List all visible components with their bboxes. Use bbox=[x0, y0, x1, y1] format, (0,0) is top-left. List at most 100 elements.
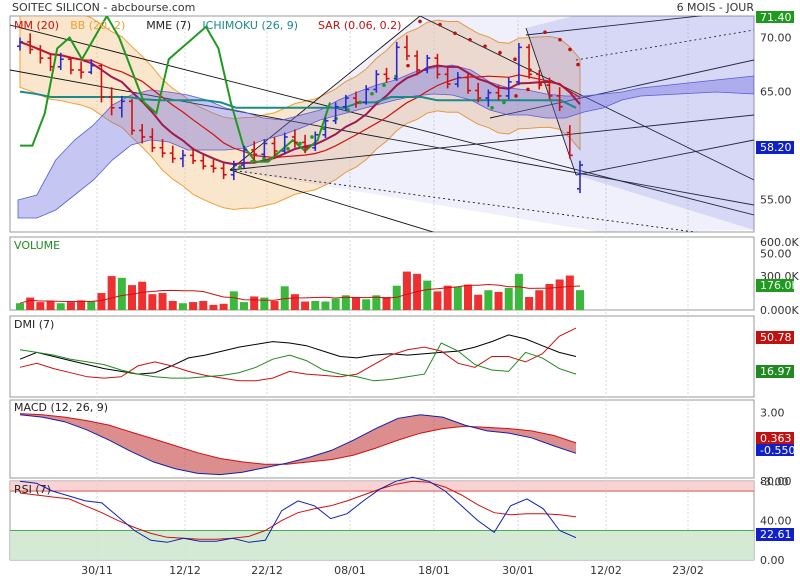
price-bar bbox=[485, 89, 492, 107]
price-bar bbox=[322, 117, 329, 139]
pitchfork-fill bbox=[230, 16, 754, 232]
pitchfork-dotted-line bbox=[575, 29, 754, 61]
sar-dot bbox=[453, 31, 457, 36]
pitchfork-line bbox=[229, 114, 754, 171]
price-bar bbox=[37, 45, 44, 64]
volume-bar bbox=[178, 303, 187, 310]
price-bar bbox=[383, 67, 390, 83]
dmi-red-value: 50.78 bbox=[760, 331, 792, 344]
price-bar bbox=[505, 77, 512, 100]
volume-bar bbox=[362, 299, 371, 310]
chart-symbol-title: SOITEC SILICON - abcbourse.com bbox=[12, 1, 195, 14]
x-tick-label: 30/11 bbox=[81, 564, 113, 577]
price-bar bbox=[159, 139, 166, 158]
volume-bar bbox=[433, 291, 442, 310]
macd-blue-value: -0.550 bbox=[760, 444, 795, 457]
price-bar bbox=[515, 43, 522, 86]
sar-dot bbox=[406, 63, 410, 68]
price-tick-label: 65.00 bbox=[760, 86, 792, 99]
legend-entry: BB (20, 2) bbox=[70, 19, 125, 32]
price-bar bbox=[190, 147, 197, 164]
price-bar bbox=[57, 52, 64, 70]
volume-bar bbox=[464, 284, 472, 310]
sar-dot bbox=[346, 108, 350, 112]
price-bar bbox=[302, 134, 309, 154]
pitchfork-dotted-line bbox=[229, 169, 698, 232]
price-bar bbox=[546, 77, 553, 100]
volume-bar bbox=[189, 302, 198, 310]
price-top-badge bbox=[756, 11, 794, 23]
dmi-minus-line bbox=[19, 342, 577, 382]
ichimoku-chikou-line bbox=[20, 16, 331, 163]
legend-entry: MM (20) bbox=[14, 19, 59, 32]
price-bar bbox=[373, 70, 380, 93]
price-bar bbox=[291, 129, 298, 148]
indicator-lines bbox=[19, 16, 581, 166]
x-tick-label: 12/12 bbox=[169, 564, 201, 577]
volume-bar bbox=[229, 291, 238, 310]
dmi-green-value: 16.97 bbox=[760, 365, 792, 378]
price-bar bbox=[129, 99, 135, 135]
price-bar bbox=[403, 35, 410, 61]
x-axis-labels: 30/11 12/12 22/12 08/01 18/01 30/01 12/02 23/02 bbox=[81, 564, 704, 577]
volume-bar bbox=[494, 291, 503, 310]
x-tick-label: 22/12 bbox=[251, 564, 283, 577]
sar-dot bbox=[438, 22, 442, 27]
volume-tick-label: 0.000K bbox=[760, 304, 799, 317]
volume-bar bbox=[209, 304, 218, 310]
macd-panel-label: MACD (12, 26, 9) bbox=[14, 401, 108, 414]
volume-bar bbox=[453, 286, 462, 310]
andrews-pitchfork-lines bbox=[10, 16, 754, 232]
volume-bar bbox=[219, 303, 228, 310]
pitchfork-line bbox=[229, 169, 435, 232]
price-bar bbox=[414, 50, 421, 76]
price-bar bbox=[179, 149, 186, 168]
price-bar bbox=[169, 145, 176, 163]
price-bar bbox=[566, 125, 573, 159]
price-last-badge bbox=[756, 141, 794, 154]
sar-dot bbox=[514, 94, 518, 98]
sar-dot bbox=[382, 83, 386, 87]
macd-tick-label: -3.00 bbox=[760, 476, 788, 489]
price-bar bbox=[444, 67, 451, 89]
volume-bar bbox=[107, 276, 116, 310]
price-bar bbox=[251, 141, 258, 161]
price-bar bbox=[363, 85, 370, 105]
volume-bar bbox=[77, 300, 86, 310]
volume-bar bbox=[66, 302, 75, 310]
pitchfork-fill bbox=[526, 16, 754, 230]
price-bar bbox=[200, 154, 207, 170]
macd-red-value: 0.363 bbox=[760, 432, 792, 445]
price-bar bbox=[393, 41, 400, 81]
volume-bar bbox=[352, 297, 360, 310]
rsi-tick-label: 80.00 bbox=[760, 475, 792, 488]
sar-dot bbox=[576, 62, 580, 67]
volume-bar bbox=[555, 279, 564, 310]
rsi-last-badge bbox=[756, 528, 794, 541]
pitchfork-line bbox=[489, 59, 754, 119]
rsi-oversold-zone bbox=[10, 530, 754, 560]
price-bar bbox=[434, 53, 441, 79]
volume-bar bbox=[402, 271, 411, 310]
sar-dot bbox=[498, 50, 502, 55]
price-bar bbox=[210, 159, 217, 173]
volume-bar bbox=[484, 290, 493, 310]
volume-bar bbox=[423, 280, 432, 310]
macd-red-badge bbox=[756, 432, 794, 444]
price-bar bbox=[353, 91, 359, 108]
price-bar bbox=[241, 145, 247, 169]
dmi-panel-label: DMI (7) bbox=[14, 318, 54, 331]
legend-entry: SAR (0.06, 0.2) bbox=[318, 19, 401, 32]
dmi-plus-line bbox=[19, 327, 577, 382]
volume-bar bbox=[576, 290, 584, 310]
volume-bar bbox=[56, 303, 65, 310]
sar-dot bbox=[238, 165, 242, 169]
x-tick-label: 30/01 bbox=[502, 564, 534, 577]
volume-bar bbox=[148, 294, 157, 310]
volume-bar bbox=[168, 300, 177, 310]
legend-entry: ICHIMOKU (26, 9) bbox=[202, 19, 298, 32]
